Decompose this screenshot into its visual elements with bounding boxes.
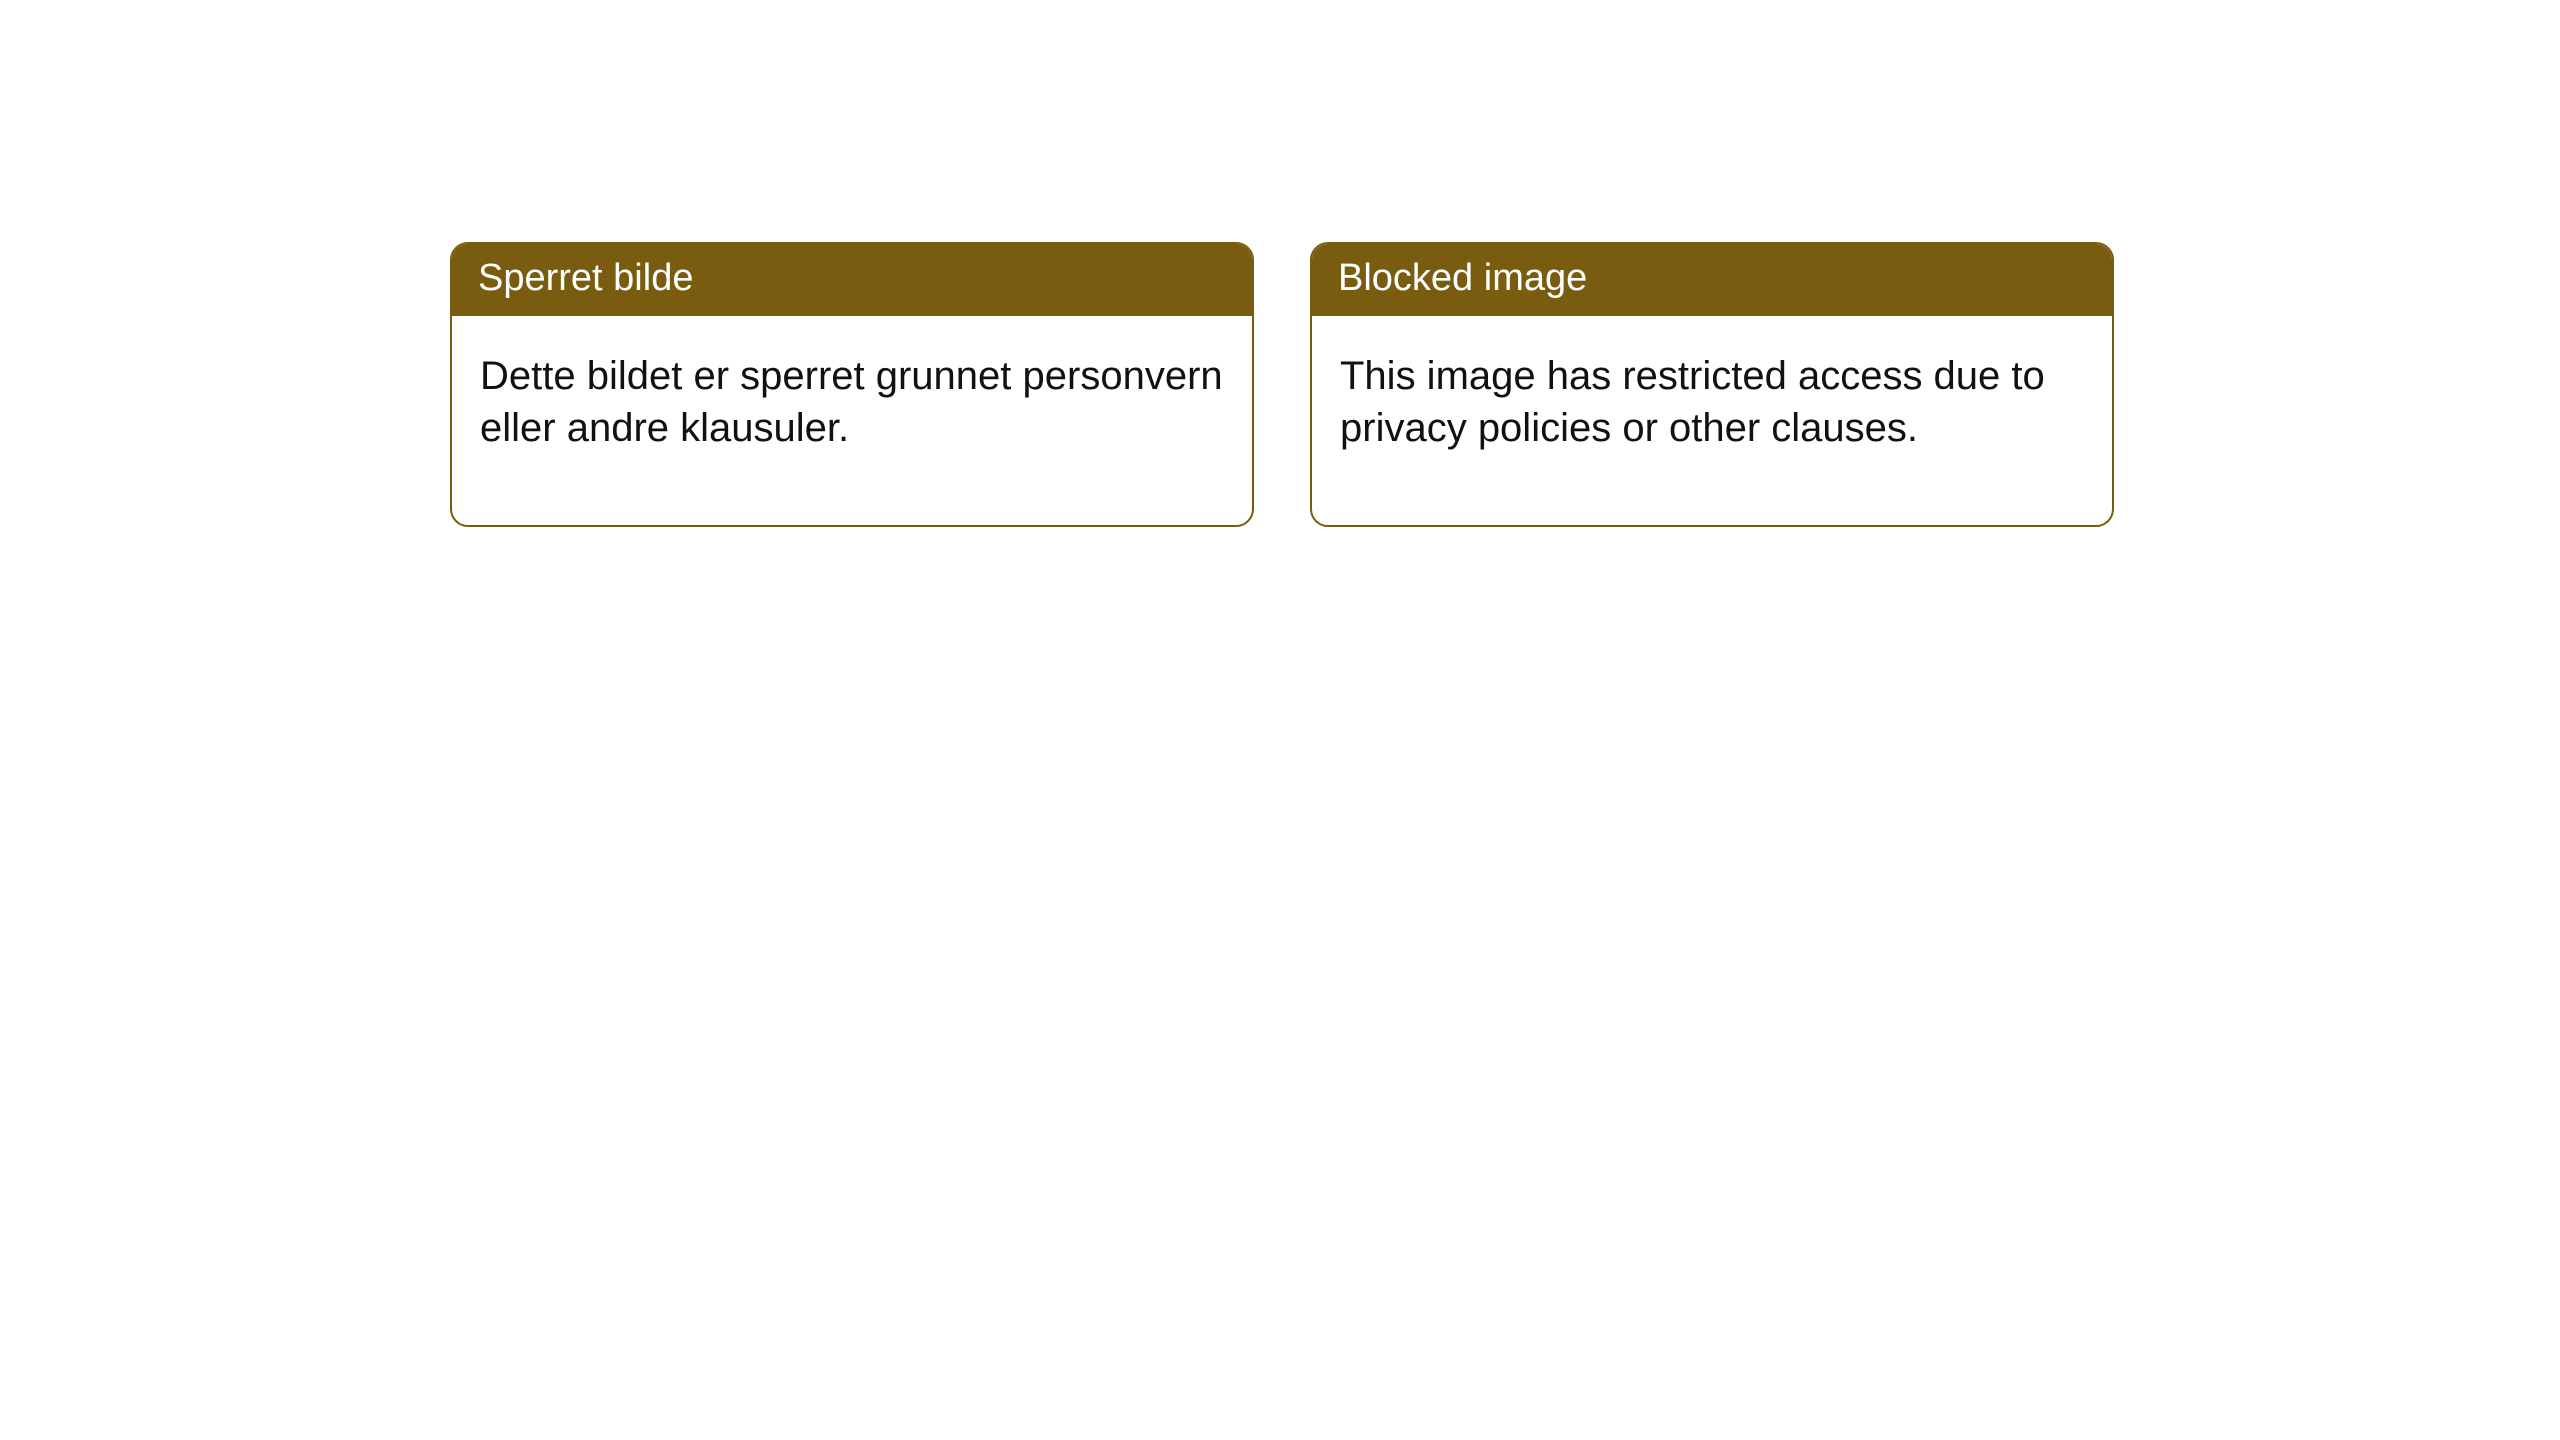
notice-card-english: Blocked image This image has restricted … (1310, 242, 2114, 527)
notice-cards-container: Sperret bilde Dette bildet er sperret gr… (0, 0, 2560, 527)
notice-card-norwegian: Sperret bilde Dette bildet er sperret gr… (450, 242, 1254, 527)
card-body-text: Dette bildet er sperret grunnet personve… (452, 316, 1252, 526)
card-title: Sperret bilde (452, 244, 1252, 316)
card-title: Blocked image (1312, 244, 2112, 316)
card-body-text: This image has restricted access due to … (1312, 316, 2112, 526)
